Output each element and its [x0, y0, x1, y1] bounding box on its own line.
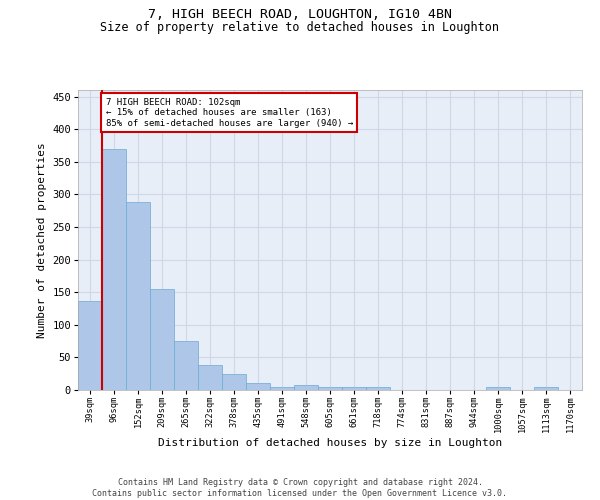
Bar — [198, 365, 222, 390]
Bar — [126, 202, 150, 390]
Bar — [222, 374, 246, 390]
Text: 7 HIGH BEECH ROAD: 102sqm
← 15% of detached houses are smaller (163)
85% of semi: 7 HIGH BEECH ROAD: 102sqm ← 15% of detac… — [106, 98, 353, 128]
Bar — [174, 341, 198, 390]
Bar — [342, 386, 366, 390]
Bar — [78, 300, 102, 390]
Y-axis label: Number of detached properties: Number of detached properties — [37, 142, 47, 338]
Bar — [486, 388, 510, 390]
Text: 7, HIGH BEECH ROAD, LOUGHTON, IG10 4BN: 7, HIGH BEECH ROAD, LOUGHTON, IG10 4BN — [148, 8, 452, 20]
Bar — [318, 386, 342, 390]
Bar — [270, 386, 294, 390]
Bar — [294, 385, 318, 390]
Bar — [150, 289, 174, 390]
Text: Distribution of detached houses by size in Loughton: Distribution of detached houses by size … — [158, 438, 502, 448]
Text: Contains HM Land Registry data © Crown copyright and database right 2024.
Contai: Contains HM Land Registry data © Crown c… — [92, 478, 508, 498]
Text: Size of property relative to detached houses in Loughton: Size of property relative to detached ho… — [101, 21, 499, 34]
Bar — [102, 148, 126, 390]
Bar — [534, 388, 558, 390]
Bar — [246, 383, 270, 390]
Bar — [366, 386, 390, 390]
